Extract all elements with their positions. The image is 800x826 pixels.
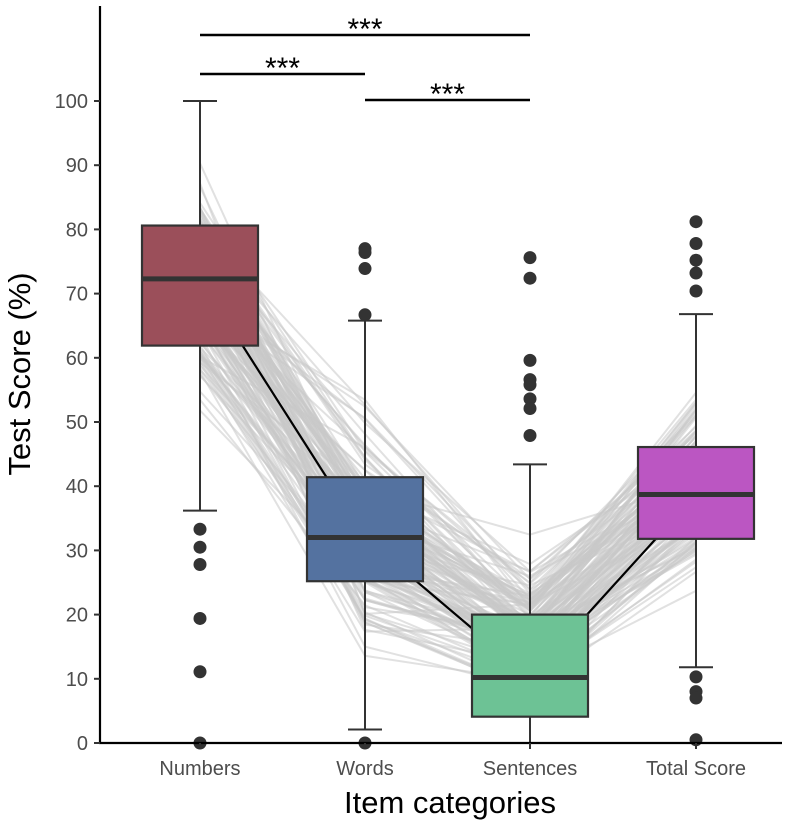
- outlier-point: [358, 262, 372, 276]
- y-tick-label: 90: [66, 155, 88, 177]
- x-tick-label: Words: [336, 758, 393, 780]
- participant-line: [199, 328, 697, 679]
- significance-label: ***: [430, 78, 465, 111]
- outlier-point: [523, 392, 537, 406]
- x-tick-label: Sentences: [483, 758, 578, 780]
- participant-line: [199, 202, 697, 613]
- box-total-score: [636, 215, 756, 747]
- outlier-point: [523, 251, 537, 265]
- box-numbers: [140, 100, 260, 750]
- outlier-point: [193, 665, 207, 679]
- y-tick-label: 60: [66, 348, 88, 370]
- box-rect: [140, 224, 260, 347]
- y-tick-label: 50: [66, 412, 88, 434]
- significance-label: ***: [347, 13, 382, 46]
- y-tick-label: 40: [66, 476, 88, 498]
- outlier-point: [689, 215, 703, 229]
- outlier-point: [689, 284, 703, 298]
- box-rect: [305, 476, 425, 583]
- participant-line: [199, 305, 697, 645]
- x-tick-label: Total Score: [646, 758, 746, 780]
- participant-line: [199, 256, 697, 606]
- boxplot-group: [140, 100, 756, 750]
- participant-line: [199, 207, 697, 608]
- participant-line: [199, 399, 697, 677]
- outlier-point: [193, 540, 207, 554]
- outlier-point: [689, 670, 703, 684]
- outlier-point: [689, 266, 703, 280]
- significance-label: ***: [265, 52, 300, 85]
- x-tick-label: Numbers: [159, 758, 240, 780]
- participant-line: [199, 300, 697, 631]
- outlier-point: [523, 378, 537, 392]
- box-words: [305, 242, 425, 750]
- y-axis-title: Test Score (%): [2, 272, 37, 475]
- participant-line: [199, 206, 697, 659]
- outlier-point: [523, 402, 537, 416]
- y-tick-label: 0: [77, 733, 88, 755]
- participant-line: [199, 162, 697, 651]
- outlier-point: [523, 428, 537, 442]
- y-tick-label: 20: [66, 605, 88, 627]
- y-tick-label: 70: [66, 284, 88, 306]
- box-rect: [470, 613, 590, 718]
- outlier-point: [523, 271, 537, 285]
- y-tick-label: 100: [55, 91, 88, 113]
- y-tick-label: 80: [66, 219, 88, 241]
- median-trend-line: [199, 278, 697, 680]
- participant-line: [199, 232, 697, 626]
- participant-line: [199, 274, 697, 693]
- participant-line: [199, 322, 697, 602]
- participant-line: [199, 318, 697, 656]
- participant-line: [199, 299, 697, 632]
- outlier-point: [193, 558, 207, 572]
- outlier-point: [689, 253, 703, 267]
- y-tick-label: 30: [66, 540, 88, 562]
- participant-line: [199, 344, 697, 691]
- outlier-point: [689, 237, 703, 251]
- outlier-point: [193, 611, 207, 625]
- outlier-point: [358, 308, 372, 322]
- outlier-point: [193, 522, 207, 536]
- participant-line: [199, 357, 697, 599]
- participant-line: [199, 207, 697, 640]
- participant-line: [199, 219, 697, 612]
- outlier-point: [358, 246, 372, 260]
- outlier-point: [523, 353, 537, 367]
- participant-line: [199, 315, 697, 649]
- outlier-point: [689, 691, 703, 705]
- y-tick-label: 10: [66, 669, 88, 691]
- significance-brackets: *** *** ***: [200, 13, 530, 111]
- x-axis-title: Item categories: [344, 785, 556, 820]
- median-connector: [199, 278, 697, 680]
- box-sentences: [470, 251, 590, 744]
- participant-lines: [199, 162, 697, 695]
- axes: 0 10 20 30 40 50 60 70 80 90 100 Numbers Words Senten…: [55, 6, 782, 780]
